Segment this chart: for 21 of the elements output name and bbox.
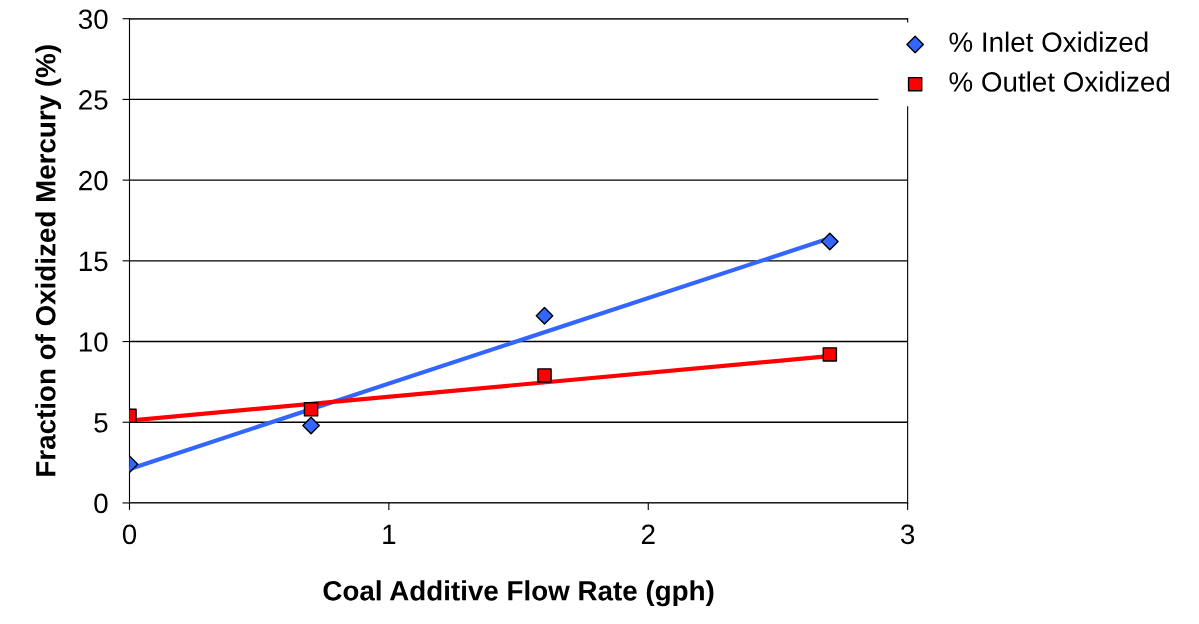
y-tick-label: 30 bbox=[78, 9, 108, 30]
y-tick-label: 15 bbox=[79, 251, 108, 272]
y-tick-label: 5 bbox=[94, 413, 108, 433]
x-axis-title: Coal Additive Flow Rate (gph) bbox=[323, 580, 714, 607]
point bbox=[303, 402, 319, 417]
point bbox=[822, 347, 838, 362]
legend-label: % Outlet Oxidized bbox=[949, 71, 1169, 92]
x-tick-label: 2 bbox=[641, 524, 655, 544]
point bbox=[820, 232, 839, 251]
point bbox=[537, 368, 552, 383]
point bbox=[302, 416, 320, 435]
point bbox=[535, 306, 554, 325]
legend-label: % Inlet Oxidized bbox=[949, 31, 1148, 52]
y-tick-label: 20 bbox=[79, 170, 108, 191]
y-tick-label: 25 bbox=[79, 90, 108, 110]
x-tick-label: 3 bbox=[900, 524, 915, 545]
y-tick-label: 0 bbox=[94, 493, 108, 514]
y-axis-title: Fraction of Oxidized Mercury (%) bbox=[35, 45, 62, 476]
y-tick-label: 10 bbox=[79, 332, 108, 352]
x-tick-label: 1 bbox=[383, 524, 396, 544]
x-tick-label: 0 bbox=[122, 524, 137, 545]
